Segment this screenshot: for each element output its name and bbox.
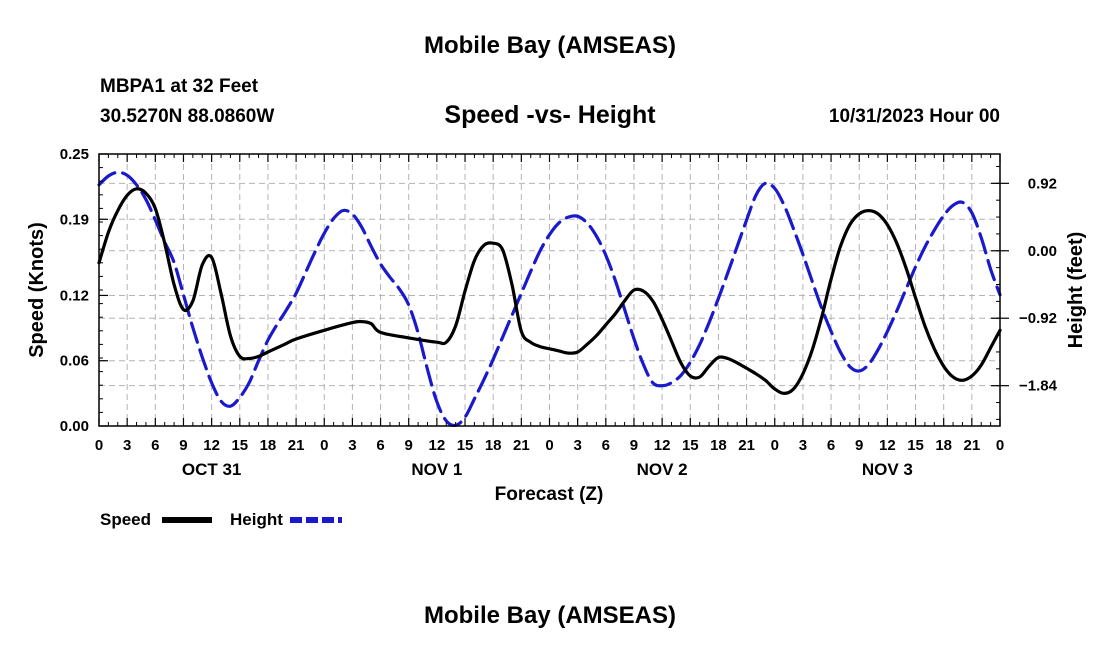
x-day-label: NOV 3 [862, 460, 913, 479]
grid-lines [99, 154, 1000, 426]
y-tick-label: 0.25 [60, 146, 89, 163]
x-tick-label: 3 [123, 437, 131, 454]
y-tick-label: 0.06 [60, 353, 89, 370]
legend-height-label: Height [230, 510, 283, 529]
x-day-label: NOV 2 [637, 460, 688, 479]
y2-tick-label: −1.84 [1019, 378, 1058, 395]
x-day-label: OCT 31 [182, 460, 242, 479]
x-tick-label: 12 [429, 437, 446, 454]
y2-axis-title: Height (feet) [1065, 232, 1087, 349]
x-tick-label: 0 [95, 437, 103, 454]
x-tick-label: 21 [288, 437, 305, 454]
x-tick-label: 9 [179, 437, 187, 454]
x-tick-label: 15 [907, 437, 924, 454]
y-tick-label: 0.19 [60, 211, 89, 228]
x-tick-label: 0 [545, 437, 553, 454]
x-tick-label: 21 [513, 437, 530, 454]
x-day-label: NOV 1 [411, 460, 462, 479]
y-tick-label: 0.12 [60, 287, 89, 304]
chart-main-title: Mobile Bay (AMSEAS) [423, 32, 677, 59]
x-tick-label: 0 [771, 437, 779, 454]
x-tick-label: 3 [348, 437, 356, 454]
x-tick-label: 6 [827, 437, 835, 454]
x-tick-label: 0 [320, 437, 328, 454]
axis-ticks [98, 153, 1009, 427]
x-tick-label: 18 [485, 437, 502, 454]
x-tick-label: 12 [654, 437, 671, 454]
x-tick-label: 21 [738, 437, 755, 454]
x-tick-label: 15 [682, 437, 699, 454]
series-layer [97, 170, 1002, 428]
x-tick-label: 9 [630, 437, 638, 454]
x-tick-label: 9 [405, 437, 413, 454]
y2-tick-label: 0.00 [1028, 243, 1057, 260]
station-label: MBPA1 at 32 Feet [100, 76, 259, 97]
footer-title: Mobile Bay (AMSEAS) [423, 602, 677, 629]
x-axis-title: Forecast (Z) [495, 484, 604, 505]
x-tick-label: 9 [855, 437, 863, 454]
x-tick-label: 15 [457, 437, 474, 454]
height-series-line [97, 170, 1002, 428]
speed-series-line [97, 187, 1002, 395]
chart-subtitle: Speed -vs- Height [444, 101, 656, 129]
x-tick-label: 18 [260, 437, 277, 454]
x-tick-label: 21 [964, 437, 981, 454]
x-tick-label: 12 [203, 437, 220, 454]
x-tick-label: 18 [935, 437, 952, 454]
x-tick-label: 15 [231, 437, 248, 454]
x-tick-label: 18 [710, 437, 727, 454]
y-axis-title: Speed (Knots) [26, 222, 48, 358]
axis-labels: 0 3 6 9 12 15 18 21 0 3 6 9 12 15 18 21 0 3 6 9 12 15 18 21 0 3 6 9… [60, 146, 1058, 479]
forecast-datetime: 10/31/2023 Hour 00 [828, 106, 1000, 127]
x-tick-label: 6 [376, 437, 384, 454]
y2-tick-label: 0.92 [1028, 175, 1057, 192]
x-tick-label: 12 [879, 437, 896, 454]
x-tick-label: 6 [602, 437, 610, 454]
x-tick-label: 0 [996, 437, 1004, 454]
station-coords: 30.5270N 88.0860W [100, 106, 275, 127]
legend-speed-label: Speed [100, 510, 151, 529]
x-tick-label: 6 [151, 437, 159, 454]
y2-tick-label: −0.92 [1019, 310, 1057, 327]
y-tick-label: 0.00 [60, 418, 89, 435]
x-tick-label: 3 [799, 437, 807, 454]
x-tick-label: 3 [573, 437, 581, 454]
